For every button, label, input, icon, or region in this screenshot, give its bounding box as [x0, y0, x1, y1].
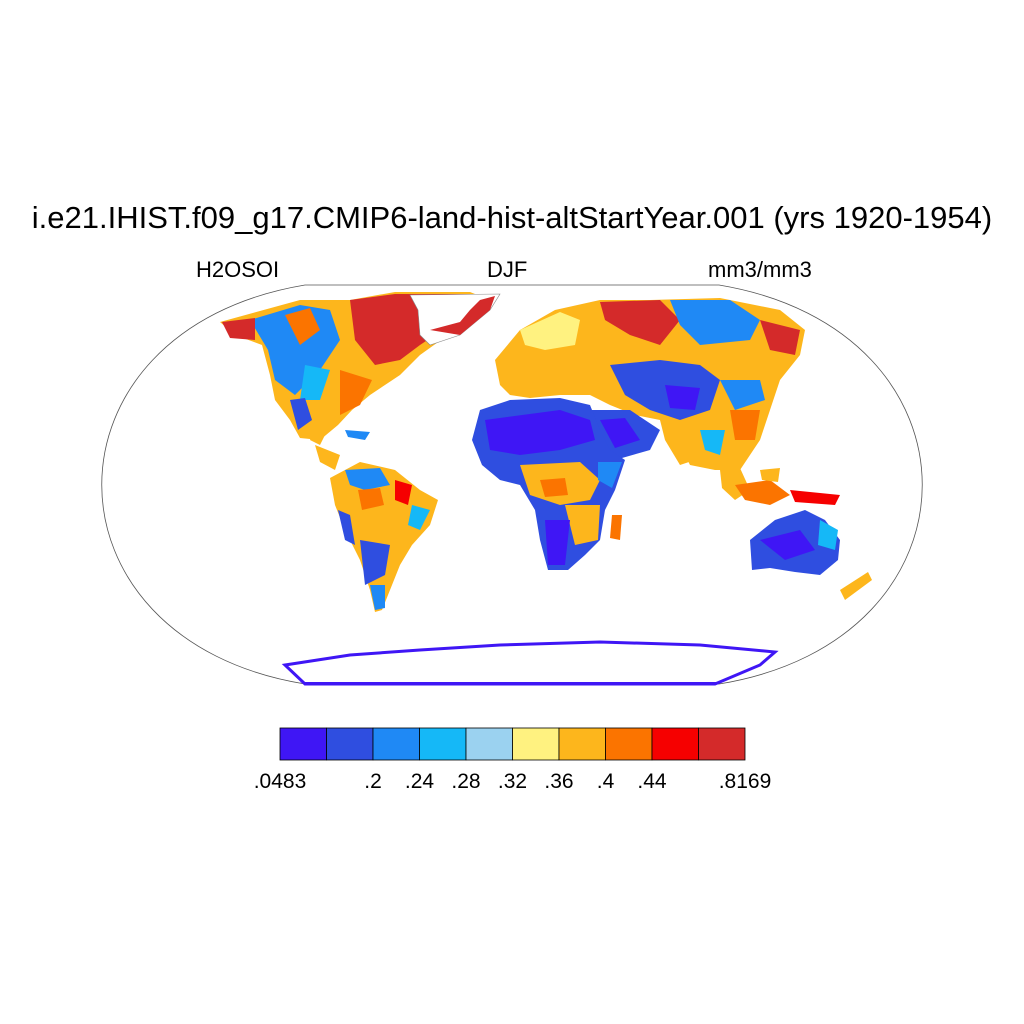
colorbar-box: [465, 727, 513, 761]
eurasia: [495, 298, 805, 470]
southeast-asia: [720, 468, 840, 505]
colorbar-tick-label: .4: [597, 770, 615, 793]
colorbar-tick-label: .44: [637, 770, 667, 793]
colorbar-tick-label: .24: [405, 770, 435, 793]
south-america: [330, 462, 438, 612]
colorbar-box: [512, 727, 560, 761]
africa: [472, 398, 625, 570]
colorbar-tick-label: .2: [364, 770, 382, 793]
colorbar-tick-label: .8169: [719, 770, 772, 793]
colorbar-box: [279, 727, 327, 761]
colorbar-box: [698, 727, 746, 761]
season-label: DJF: [487, 257, 528, 282]
variable-label: H2OSOI: [196, 257, 280, 282]
colorbar-box: [372, 727, 420, 761]
colorbar-box: [651, 727, 699, 761]
units-label: mm3/mm3: [708, 257, 812, 282]
colorbar-box: [419, 727, 467, 761]
map-title: i.e21.IHIST.f09_g17.CMIP6-land-hist-altS…: [31, 200, 993, 235]
greenland: [409, 293, 501, 346]
colorbar-tick-label: .28: [451, 770, 480, 793]
australia: [750, 510, 872, 600]
colorbar-box: [326, 727, 374, 761]
colorbar-box: [558, 727, 606, 761]
colorbar-tick-label: .36: [544, 770, 573, 793]
colorbar-tick-label: .32: [498, 770, 527, 793]
antarctica: [281, 640, 779, 686]
colorbar-tick-label: .0483: [254, 770, 307, 793]
colorbar-box: [605, 727, 653, 761]
